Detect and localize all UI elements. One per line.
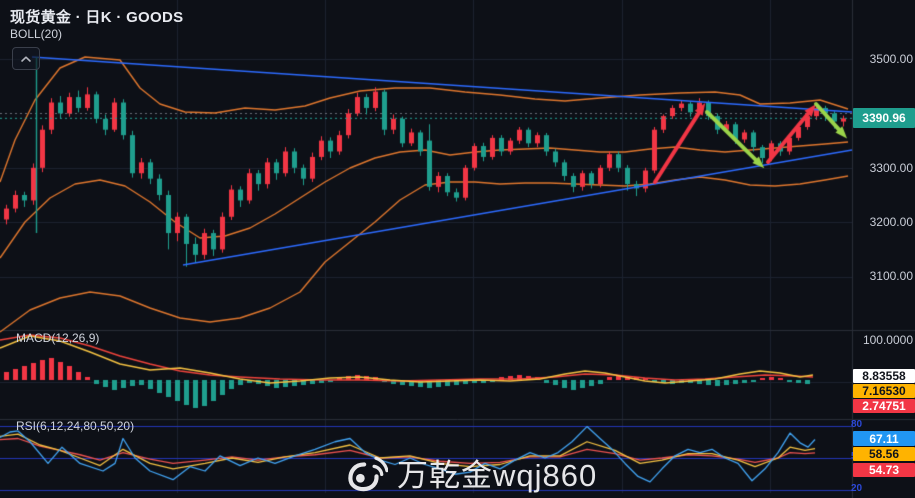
price-axis-label: 3500.00 [869,52,913,66]
rsi6-value-badge: 67.11 [853,431,915,446]
price-axis-label: 3100.00 [869,269,913,283]
macd-axis-label: 100.0000 [862,333,913,347]
watermark-text: 万乾金wqj860 [397,458,598,493]
weibo-logo-icon [346,454,388,492]
boll-indicator-label: BOLL(20) [10,27,63,41]
rsi-level-label: 80 [851,419,863,430]
collapse-pane-button[interactable] [12,47,40,70]
last-price-badge: 3390.96 [853,108,915,128]
rsi-level-label: 20 [851,483,863,494]
price-axis-label: 3200.00 [869,215,913,229]
watermark: 万乾金wqj860 [346,450,597,495]
price-axis-label: 3300.00 [869,161,913,175]
macd-indicator-label: MACD(12,26,9) [16,331,100,345]
macd-value-badge: 8.83558 [853,369,915,383]
dif-value-badge: 7.16530 [853,384,915,398]
rsi-indicator-label: RSI(6,12,24,80,50,20) [16,419,135,433]
dea-value-badge: 2.74751 [853,399,915,413]
rsi12-value-badge: 58.56 [853,447,915,461]
rsi24-value-badge: 54.73 [853,463,915,477]
chevron-up-icon [20,55,32,63]
page-title: 现货黄金 · 日K · GOODS [10,9,184,26]
